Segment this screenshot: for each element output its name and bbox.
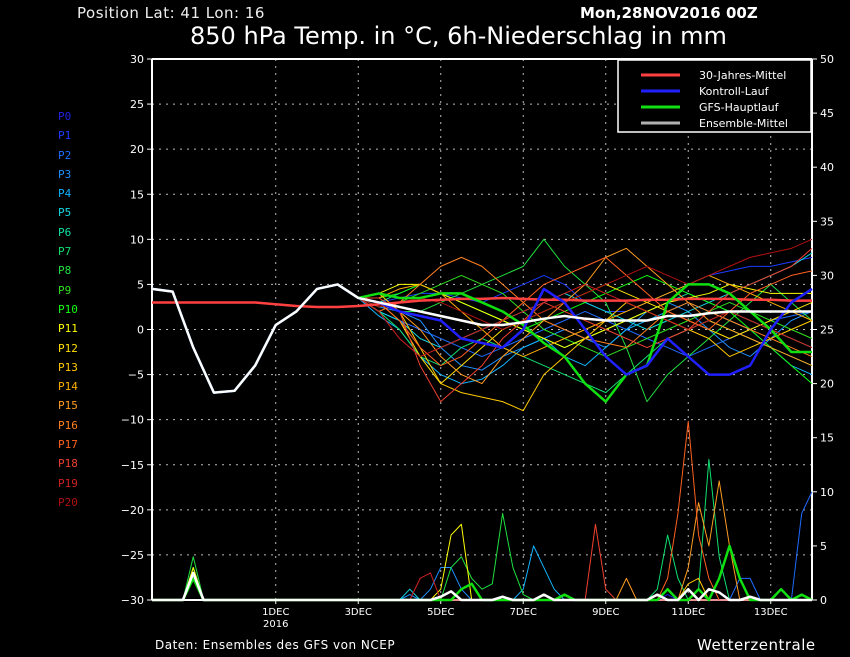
x-tick-label: 5DEC — [427, 607, 454, 618]
member-label-p13: P13 — [58, 360, 78, 374]
y-tick-label-left: −5 — [128, 369, 144, 382]
member-list: P0 P1 P2 P3 P4 P5 P6 P7 P8 P9 P10 P11 P12 P13 P14 P15 P1… — [58, 110, 78, 515]
member-label-p7: P7 — [58, 245, 72, 259]
chart-title: 850 hPa Temp. in °C, 6h-Niederschlag in … — [190, 22, 727, 50]
x-tick-label: 7DEC — [510, 607, 537, 618]
member-label-p10: P10 — [58, 302, 78, 316]
precip-line-gfs — [152, 544, 813, 602]
legend-box — [617, 59, 812, 133]
member-label-p4: P4 — [58, 187, 72, 201]
member-label-p15: P15 — [58, 399, 78, 413]
temp-line-mean — [151, 283, 812, 394]
precip-line-mean — [152, 571, 812, 602]
x-tick-sublabel: 2016 — [263, 619, 288, 630]
member-label-p14: P14 — [58, 380, 78, 394]
member-label-p12: P12 — [58, 341, 78, 355]
precip-line-p6 — [152, 567, 812, 601]
precip-line-p3 — [152, 567, 812, 601]
legend: 30-Jahres-Mittel Kontroll-Lauf GFS-Hauptla… — [617, 59, 812, 133]
member-label-p16: P16 — [58, 418, 78, 432]
x-tick-label: 9DEC — [592, 607, 619, 618]
member-label-p0: P0 — [58, 110, 72, 123]
position-label: Position Lat: 41 Lon: 16 — [77, 4, 265, 22]
x-tick-label: 3DEC — [345, 607, 372, 618]
member-label-p19: P19 — [58, 476, 78, 490]
y-tick-label-left: −15 — [121, 459, 144, 472]
x-tick-label: 1DEC — [262, 607, 289, 618]
precip-line-p7 — [152, 458, 812, 601]
y-tick-label-left: −10 — [121, 414, 144, 427]
y-tick-label-right: 15 — [820, 432, 834, 445]
member-label-p8: P8 — [58, 264, 72, 278]
member-label-p17: P17 — [58, 438, 78, 452]
y-tick-label-right: 35 — [820, 215, 834, 228]
y-tick-label-right: 50 — [820, 53, 834, 66]
legend-label: Kontroll-Lauf — [699, 85, 770, 98]
y-tick-label-right: 0 — [820, 594, 827, 607]
precip-line-p10 — [152, 567, 812, 601]
y-tick-label-right: 20 — [820, 378, 834, 391]
brand-label: Wetterzentrale — [697, 636, 816, 654]
member-label-p18: P18 — [58, 457, 78, 471]
y-tick-label-left: 25 — [130, 98, 144, 111]
y-tick-label-left: 30 — [130, 53, 144, 66]
legend-label: 30-Jahres-Mittel — [699, 69, 786, 82]
x-tick-label: 13DEC — [754, 607, 788, 618]
y-tick-label-left: 5 — [137, 278, 144, 291]
member-label-p20: P20 — [58, 495, 78, 509]
y-tick-label-right: 45 — [820, 107, 834, 120]
y-tick-label-right: 25 — [820, 324, 834, 337]
member-label-p1: P1 — [58, 129, 72, 143]
y-tick-label-right: 10 — [820, 486, 834, 499]
y-tick-label-left: −20 — [121, 504, 144, 517]
y-tick-label-left: 15 — [130, 188, 144, 201]
y-tick-label-right: 40 — [820, 161, 834, 174]
legend-label: GFS-Hauptlauf — [699, 101, 780, 114]
member-label-p6: P6 — [58, 225, 72, 239]
y-tick-label-right: 5 — [820, 540, 827, 553]
y-tick-label-left: 10 — [130, 233, 144, 246]
data-source: Daten: Ensembles des GFS von NCEP — [155, 638, 396, 652]
y-tick-label-left: −25 — [121, 549, 144, 562]
member-label-p9: P9 — [58, 283, 72, 297]
precip-line-p2 — [152, 491, 813, 601]
y-tick-label-left: 20 — [130, 143, 144, 156]
temp-line-climate — [152, 296, 812, 309]
precip-line-p17 — [152, 420, 812, 601]
run-date: Mon,28NOV2016 00Z — [580, 4, 758, 22]
member-label-p3: P3 — [58, 167, 72, 181]
y-tick-label-left: −30 — [121, 594, 144, 607]
member-label-p5: P5 — [58, 206, 72, 220]
y-tick-label-right: 30 — [820, 269, 834, 282]
legend-label: Ensemble-Mittel — [699, 117, 788, 130]
member-label-p11: P11 — [58, 322, 78, 336]
x-tick-label: 11DEC — [671, 607, 705, 618]
y-tick-label-left: 0 — [137, 324, 144, 337]
member-label-p2: P2 — [58, 148, 72, 162]
